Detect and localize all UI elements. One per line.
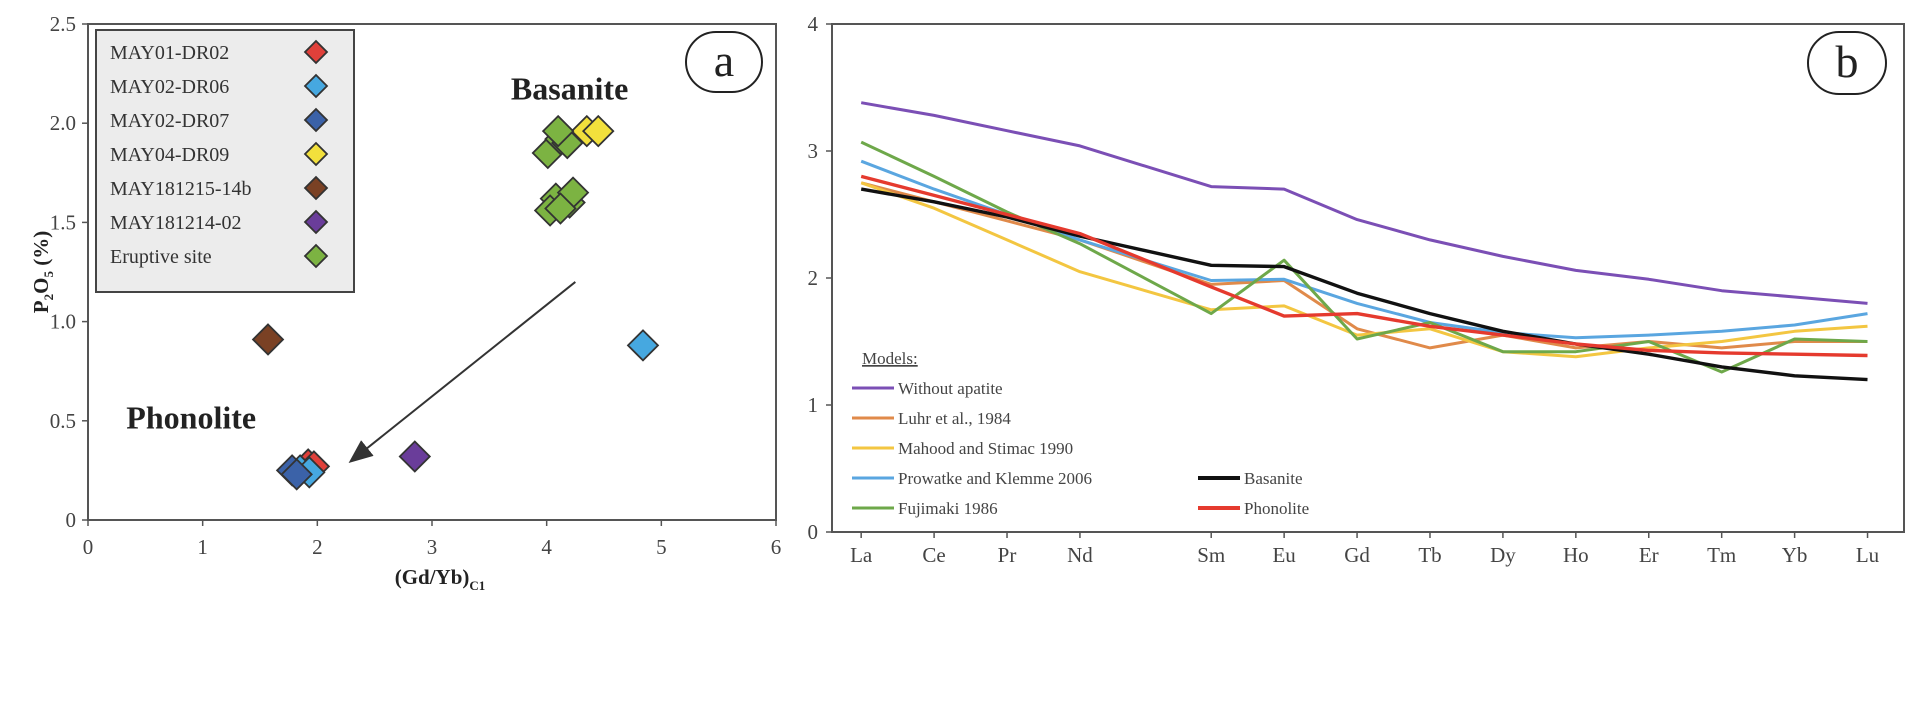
legend-label: Basanite <box>1244 469 1303 488</box>
data-point-diamond <box>280 458 313 491</box>
data-point-diamond <box>544 192 577 225</box>
x-tick-label-lu: Lu <box>1856 543 1880 567</box>
x-tick-label: 0 <box>83 535 94 559</box>
x-tick-label: 4 <box>541 535 552 559</box>
x-tick-label: 3 <box>427 535 438 559</box>
x-axis-title-main: (Gd/Yb) <box>395 565 470 589</box>
x-tick-label-yb: Yb <box>1782 543 1808 567</box>
legend-label: Eruptive site <box>110 246 212 268</box>
y-tick-label: 2.0 <box>50 111 76 135</box>
legend-swatch-diamond <box>303 175 329 201</box>
y-tick-label: 0 <box>66 508 77 532</box>
legend-swatch-diamond <box>303 39 329 65</box>
x-tick-label: 2 <box>312 535 323 559</box>
x-tick-label-eu: Eu <box>1272 543 1296 567</box>
y-tick-label: 2 <box>808 266 819 290</box>
panel-b-letter: b <box>1836 36 1859 87</box>
y-tick-label: 1.5 <box>50 210 76 234</box>
data-point-diamond <box>251 323 285 356</box>
x-tick-label-dy: Dy <box>1490 543 1516 567</box>
data-point-diamond <box>398 440 432 473</box>
panel-b-legend: Without apatite Luhr et al., 1984 Mahood a… <box>852 379 1309 518</box>
legend-label: MAY01-DR02 <box>110 42 229 64</box>
legend-swatch-diamond <box>303 73 329 99</box>
y-axis-title-unit: (%) <box>29 231 53 271</box>
legend-label: MAY02-DR07 <box>110 110 229 132</box>
series-line-phonolite <box>860 174 1868 358</box>
x-axis-title-sub: C1 <box>469 578 485 593</box>
x-tick-label-nd: Nd <box>1067 543 1093 567</box>
y-tick-label: 1 <box>808 393 819 417</box>
legend-swatch-diamond <box>303 209 329 235</box>
x-tick-label-pr: Pr <box>998 543 1017 567</box>
legend-label: Luhr et al., 1984 <box>898 409 1011 428</box>
legend-label: Fujimaki 1986 <box>898 499 998 518</box>
y-tick-label: 1.0 <box>50 310 76 334</box>
y-tick-label: 0.5 <box>50 409 76 433</box>
panel-b-series-lines <box>860 101 1868 382</box>
panel-a-legend: MAY01-DR02 MAY02-DR06 MAY02-DR07 MAY04-DR09… <box>95 29 355 293</box>
x-tick-label-sm: Sm <box>1197 543 1225 567</box>
legend-label: MAY181215-14b <box>110 178 252 200</box>
x-tick-label: 6 <box>771 535 782 559</box>
data-point-diamond <box>626 329 660 362</box>
legend-label: MAY04-DR09 <box>110 144 229 166</box>
legend-swatch-diamond <box>303 141 329 167</box>
y-axis-title-o: O <box>29 278 53 294</box>
legend-swatch-diamond <box>303 243 329 269</box>
x-tick-label-ho: Ho <box>1563 543 1589 567</box>
legend-label: Prowatke and Klemme 2006 <box>898 469 1092 488</box>
series-line-luhr-et-al-1984 <box>860 181 1868 350</box>
panel-a-badge: a <box>685 31 763 93</box>
y-axis-title-sub-2: 2 <box>41 294 56 301</box>
annotation-phonolite: Phonolite <box>126 400 256 436</box>
trend-arrow <box>348 281 576 463</box>
legend-label: Without apatite <box>898 379 1003 398</box>
panel-a-badge-frame <box>685 31 763 93</box>
series-line-without-apatite <box>860 101 1868 305</box>
legend-swatch-diamond <box>303 107 329 133</box>
y-axis-title-p: P <box>29 300 53 313</box>
x-tick-label-er: Er <box>1639 543 1659 567</box>
y-tick-label: 2.5 <box>50 12 76 36</box>
panel-a-ticks: 0 1 2 3 4 5 6 0 0.5 1.0 1.5 2.0 2.5 <box>50 12 782 559</box>
x-tick-label-ce: Ce <box>922 543 945 567</box>
series-line-basanite <box>860 187 1868 382</box>
x-tick-label: 5 <box>656 535 667 559</box>
panel-b-ticks: 0 1 2 3 4 La Ce Pr Nd Sm Eu Gd Tb Dy Ho Er Tm Yb Lu <box>808 12 1880 567</box>
panel-a-y-axis-title: P2O5 (%) <box>29 231 56 313</box>
x-tick-label: 1 <box>197 535 208 559</box>
models-legend-title: Models: <box>862 349 918 368</box>
panel-b-badge: b <box>1807 31 1887 95</box>
panel-b-badge-frame <box>1807 31 1887 95</box>
y-tick-label: 4 <box>808 12 819 36</box>
panel-b-line-chart: 0 1 2 3 4 La Ce Pr Nd Sm Eu Gd Tb Dy Ho Er Tm Yb Lu b Mode… <box>808 12 1905 567</box>
panel-a-scatter-chart: 0 1 2 3 4 5 6 0 0.5 1.0 1.5 2.0 2.5 Basanite Phonoli… <box>29 12 781 593</box>
legend-label: MAY181214-02 <box>110 212 242 234</box>
data-point-diamond <box>541 114 575 148</box>
panel-a-letter: a <box>714 35 734 86</box>
x-tick-label-tb: Tb <box>1418 543 1441 567</box>
x-tick-label-la: La <box>850 543 873 567</box>
legend-label: Mahood and Stimac 1990 <box>898 439 1073 458</box>
y-axis-title-sub-5: 5 <box>41 271 56 278</box>
legend-label: Phonolite <box>1244 499 1309 518</box>
panel-a-points <box>251 114 660 491</box>
panel-a-x-axis-title: (Gd/Yb)C1 <box>395 565 486 593</box>
annotation-basanite: Basanite <box>511 70 628 106</box>
data-point-diamond <box>581 114 615 148</box>
y-tick-label: 0 <box>808 520 819 544</box>
y-tick-label: 3 <box>808 139 819 163</box>
x-tick-label-tm: Tm <box>1707 543 1736 567</box>
x-tick-label-gd: Gd <box>1344 543 1370 567</box>
legend-label: MAY02-DR06 <box>110 76 229 98</box>
